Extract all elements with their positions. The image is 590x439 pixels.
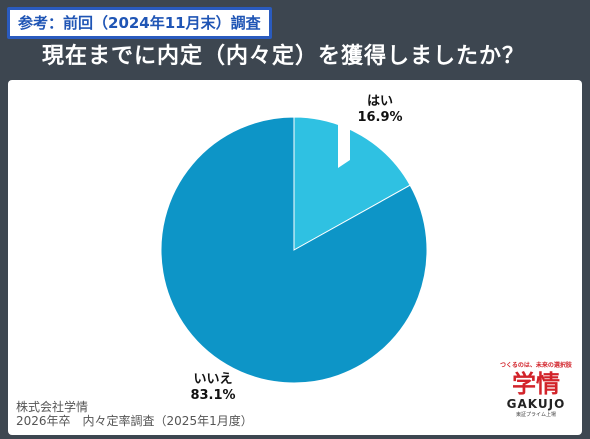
slice-label-yes: はい 16.9% — [356, 94, 404, 126]
slice-value-yes: 16.9% — [357, 110, 403, 125]
logo-tagline: つくるのは、未来の選択肢 — [500, 362, 572, 369]
logo-mark: 学情 — [512, 370, 560, 398]
logo-sub: 東証プライム上場 — [516, 412, 556, 418]
slice-name-no: いいえ — [193, 372, 233, 387]
slice-name-yes: はい — [366, 94, 393, 109]
survey-name: 2026年卒 内々定率調査（2025年1月度） — [16, 414, 253, 428]
pie-slice-yes — [293, 116, 411, 251]
slice-label-no: いいえ 83.1% — [183, 372, 243, 404]
previous-survey-badge: 参考：前回（2024年11月末）調査 — [7, 7, 272, 39]
company-name: 株式会社学情 — [16, 400, 89, 414]
page-title: 現在までに内定（内々定）を獲得しましたか？ — [42, 44, 526, 69]
logo-roman: GAKUJO — [506, 397, 566, 411]
gakujo-logo: つくるのは、未来の選択肢 学情 GAKUJO 東証プライム上場 — [499, 360, 573, 418]
pie-slice-no — [160, 116, 428, 384]
slice-value-no: 83.1% — [190, 388, 236, 403]
label-callout-notch — [338, 120, 350, 168]
source-note: 株式会社学情 2026年卒 内々定率調査（2025年1月度） — [16, 400, 253, 428]
